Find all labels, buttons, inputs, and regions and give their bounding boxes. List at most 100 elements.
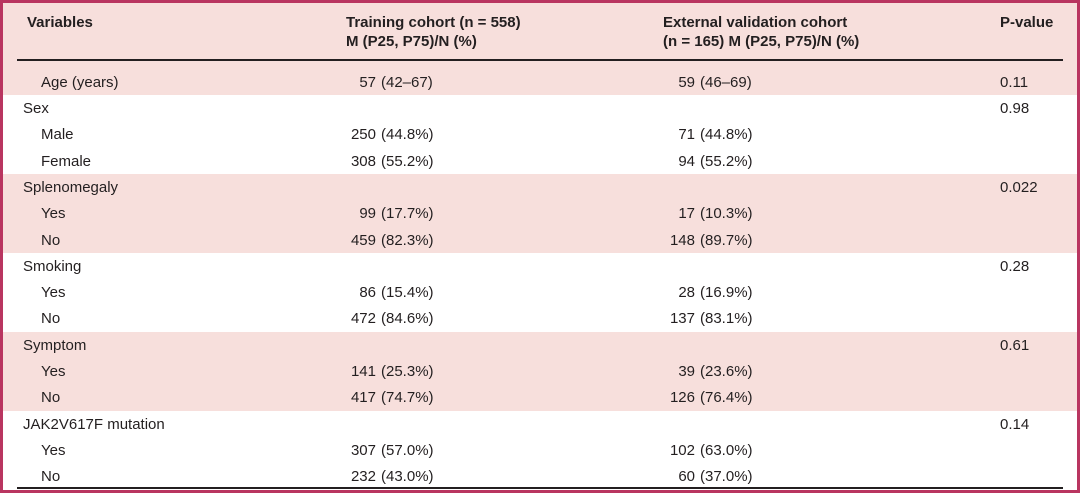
p-value <box>970 147 1077 175</box>
validation-value-percent: (10.3%) <box>700 205 753 223</box>
baseline-characteristics-table: Variables Training cohort (n = 558) M (P… <box>3 3 1077 490</box>
validation-value-count: 126 <box>669 389 695 407</box>
header-p-value-label: P-value <box>1000 14 1054 31</box>
training-value <box>330 174 633 201</box>
training-value-percent: (44.8%) <box>381 126 434 144</box>
row-label: JAK2V617F mutation <box>3 411 330 438</box>
header-variables: Variables <box>3 3 330 69</box>
validation-value: 94 (55.2%) <box>633 147 970 175</box>
validation-value-percent: (76.4%) <box>700 389 753 407</box>
validation-value-count: 94 <box>678 152 695 170</box>
header-divider-rule <box>17 59 1063 61</box>
header-training-line2: M (P25, P75)/N (%) <box>346 33 477 50</box>
header-validation-line1: External validation cohort <box>663 14 848 31</box>
validation-value: 60 (37.0%) <box>633 463 970 490</box>
training-value-count: 472 <box>350 310 376 328</box>
p-value <box>970 279 1077 306</box>
validation-value <box>633 332 970 359</box>
row-label: Yes <box>3 279 330 306</box>
p-value: 0.98 <box>970 95 1077 122</box>
p-value: 0.14 <box>970 411 1077 438</box>
table-row: No 417 (74.7%) 126 (76.4%) <box>3 384 1077 412</box>
table-header: Variables Training cohort (n = 558) M (P… <box>3 3 1077 69</box>
training-value: 99 (17.7%) <box>330 200 633 227</box>
row-label: Sex <box>3 95 330 122</box>
training-value-percent: (57.0%) <box>381 442 434 460</box>
header-row: Variables Training cohort (n = 558) M (P… <box>3 3 1077 69</box>
table-row: No 459 (82.3%) 148 (89.7%) <box>3 226 1077 254</box>
training-value-count: 417 <box>350 389 376 407</box>
header-variables-label: Variables <box>27 14 93 31</box>
training-value <box>330 253 633 280</box>
validation-value: 137 (83.1%) <box>633 305 970 333</box>
p-value: 0.28 <box>970 253 1077 280</box>
training-value: 308 (55.2%) <box>330 147 633 175</box>
training-value: 307 (57.0%) <box>330 437 633 464</box>
table-row: Yes 99 (17.7%) 17 (10.3%) <box>3 200 1077 227</box>
table-row: Yes 307 (57.0%) 102 (63.0%) <box>3 437 1077 464</box>
row-label: No <box>3 463 330 490</box>
row-label: Splenomegaly <box>3 174 330 201</box>
validation-value-count: 71 <box>678 126 695 144</box>
validation-value: 102 (63.0%) <box>633 437 970 464</box>
header-validation-cohort: External validation cohort (n = 165) M (… <box>633 3 970 69</box>
p-value <box>970 305 1077 333</box>
p-value <box>970 226 1077 254</box>
table-row: Female 308 (55.2%) 94 (55.2%) <box>3 147 1077 175</box>
table-body: Age (years) 57 (42–67) 59 (46–69) 0.11 Sex 0.98… <box>3 69 1077 490</box>
table-row: Symptom 0.61 <box>3 332 1077 359</box>
training-value: 417 (74.7%) <box>330 384 633 412</box>
training-value-count: 308 <box>350 152 376 170</box>
validation-value-percent: (23.6%) <box>700 363 753 381</box>
row-label: No <box>3 305 330 333</box>
training-value-percent: (15.4%) <box>381 284 434 302</box>
validation-value-percent: (16.9%) <box>700 284 753 302</box>
validation-value: 126 (76.4%) <box>633 384 970 412</box>
table-row: Yes 141 (25.3%) 39 (23.6%) <box>3 358 1077 385</box>
row-label: Yes <box>3 358 330 385</box>
validation-value-percent: (44.8%) <box>700 126 753 144</box>
validation-value-count: 137 <box>669 310 695 328</box>
row-label: No <box>3 384 330 412</box>
validation-value-percent: (83.1%) <box>700 310 753 328</box>
training-value: 232 (43.0%) <box>330 463 633 490</box>
validation-value: 71 (44.8%) <box>633 121 970 148</box>
training-value-count: 307 <box>350 442 376 460</box>
validation-value-count: 59 <box>678 73 695 91</box>
validation-value-count: 17 <box>678 205 695 223</box>
validation-value <box>633 95 970 122</box>
training-value-percent: (17.7%) <box>381 205 434 223</box>
training-value: 472 (84.6%) <box>330 305 633 333</box>
training-value-percent: (42–67) <box>381 73 433 91</box>
training-value-count: 232 <box>350 468 376 486</box>
validation-value: 148 (89.7%) <box>633 226 970 254</box>
training-value: 141 (25.3%) <box>330 358 633 385</box>
row-label: Male <box>3 121 330 148</box>
validation-value-count: 102 <box>669 442 695 460</box>
validation-value <box>633 174 970 201</box>
validation-value <box>633 253 970 280</box>
p-value: 0.11 <box>970 69 1077 96</box>
table-row: No 472 (84.6%) 137 (83.1%) <box>3 305 1077 333</box>
row-label: Female <box>3 147 330 175</box>
p-value: 0.61 <box>970 332 1077 359</box>
table-row: JAK2V617F mutation 0.14 <box>3 411 1077 438</box>
table-row: Age (years) 57 (42–67) 59 (46–69) 0.11 <box>3 69 1077 96</box>
training-value-count: 141 <box>350 363 376 381</box>
validation-value-percent: (55.2%) <box>700 152 753 170</box>
validation-value-count: 39 <box>678 363 695 381</box>
table-row: No 232 (43.0%) 60 (37.0%) <box>3 463 1077 490</box>
training-value-count: 86 <box>359 284 376 302</box>
table-row: Smoking 0.28 <box>3 253 1077 280</box>
validation-value: 59 (46–69) <box>633 69 970 96</box>
p-value <box>970 437 1077 464</box>
validation-value-count: 60 <box>678 468 695 486</box>
training-value <box>330 332 633 359</box>
validation-value-count: 148 <box>669 231 695 249</box>
p-value <box>970 121 1077 148</box>
validation-value-percent: (37.0%) <box>700 468 753 486</box>
row-label: Yes <box>3 200 330 227</box>
training-value-count: 57 <box>359 73 376 91</box>
training-value-percent: (25.3%) <box>381 363 434 381</box>
